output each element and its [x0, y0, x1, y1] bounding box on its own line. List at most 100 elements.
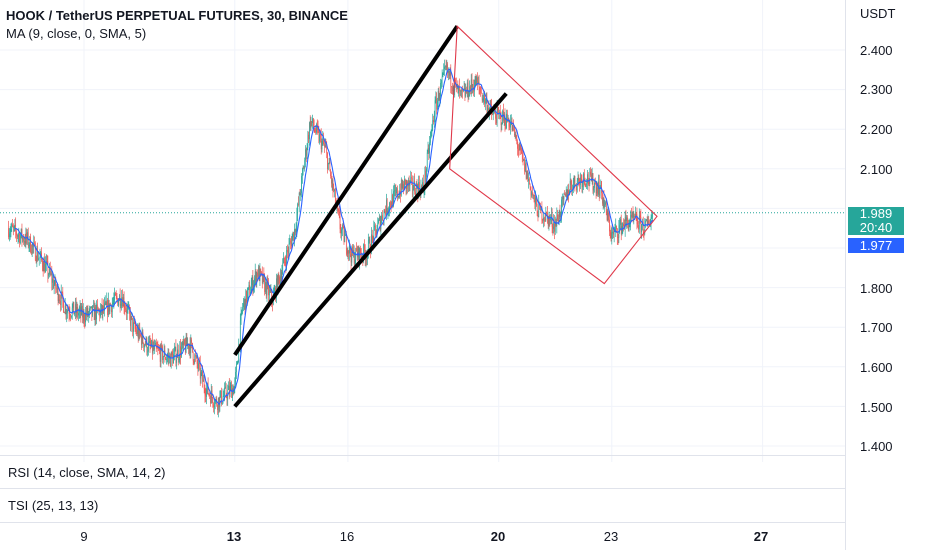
- candle-body: [480, 89, 481, 93]
- candle-body: [323, 144, 325, 146]
- candle-body: [148, 341, 150, 343]
- candle-body: [202, 371, 203, 382]
- candle-body: [628, 223, 630, 230]
- price-axis[interactable]: USDT 2.400 2.300 2.200 2.100 1.800 1.700…: [845, 0, 932, 550]
- candle-body: [262, 274, 264, 284]
- tsi-legend[interactable]: TSI (25, 13, 13): [8, 498, 99, 513]
- candle-body: [349, 245, 350, 254]
- candle-body: [224, 387, 225, 396]
- main-chart-pane[interactable]: HOOK / TetherUS PERPETUAL FUTURES, 30, B…: [0, 0, 845, 462]
- time-label: 13: [226, 529, 242, 544]
- candle-body: [325, 145, 327, 148]
- candle-body: [638, 215, 640, 230]
- ma-legend[interactable]: MA (9, close, 0, SMA, 5): [6, 26, 147, 41]
- candle-body: [517, 148, 519, 150]
- candle-body: [115, 295, 117, 297]
- candle-body: [448, 70, 450, 76]
- candle-body: [117, 298, 119, 306]
- candle-body: [234, 381, 236, 387]
- candle-body: [622, 223, 624, 227]
- candle-body: [147, 351, 148, 353]
- candle-body: [600, 181, 602, 189]
- candle-body: [309, 122, 311, 128]
- candle-body: [89, 308, 90, 313]
- candle-body: [192, 342, 193, 352]
- candle-body: [587, 174, 588, 184]
- candle-body: [477, 81, 479, 83]
- candle-body: [612, 231, 613, 234]
- price-chart[interactable]: [0, 0, 845, 462]
- candle-body: [135, 328, 137, 331]
- candle-body: [344, 235, 346, 243]
- candle-body: [323, 138, 324, 145]
- candle-body: [49, 267, 50, 275]
- candle-body: [430, 130, 432, 137]
- time-label: 16: [339, 529, 355, 544]
- candle-body: [457, 84, 459, 94]
- candle-body: [63, 300, 64, 313]
- candle-body: [456, 84, 458, 85]
- candle-body: [27, 232, 28, 240]
- candle-body: [93, 305, 94, 307]
- candle-body: [120, 304, 122, 306]
- candle-body: [460, 90, 462, 92]
- symbol-title[interactable]: HOOK / TetherUS PERPETUAL FUTURES, 30, B…: [6, 8, 348, 23]
- candle-body: [413, 180, 415, 190]
- candle-body: [408, 179, 409, 187]
- candle-body: [330, 171, 331, 177]
- candle-body: [558, 219, 559, 223]
- rsi-legend[interactable]: RSI (14, close, SMA, 14, 2): [8, 465, 166, 480]
- candle-body: [171, 352, 173, 355]
- candle-body: [526, 171, 528, 179]
- candle-body: [560, 215, 562, 218]
- candle-body: [210, 390, 212, 404]
- candle-body: [261, 272, 263, 284]
- candle-body: [283, 257, 285, 262]
- candle-body: [37, 249, 39, 260]
- candle-body: [142, 332, 144, 343]
- candle-body: [557, 214, 558, 220]
- drawings: [233, 24, 658, 408]
- candle-body: [594, 182, 596, 184]
- candle-body: [455, 79, 456, 84]
- candle-body: [150, 345, 152, 347]
- candle-body: [186, 337, 188, 346]
- candle-body: [492, 112, 494, 116]
- candle-body: [366, 256, 368, 260]
- candle-body: [444, 66, 445, 69]
- candle-body: [196, 356, 198, 364]
- candle-body: [508, 120, 510, 127]
- candle-body: [205, 395, 207, 397]
- candle-body: [594, 182, 595, 188]
- candle-body: [347, 250, 349, 254]
- candle-body: [374, 225, 375, 228]
- candle-body: [40, 252, 42, 257]
- time-axis[interactable]: 9 13 16 20 23 27: [0, 522, 845, 551]
- candle-body: [463, 88, 465, 90]
- candle-body: [299, 192, 301, 196]
- candle-body: [175, 347, 177, 363]
- candle-body: [162, 356, 164, 360]
- candle-body: [427, 148, 429, 153]
- candle-body: [89, 307, 91, 309]
- candle-body: [452, 87, 453, 91]
- candle-body: [554, 221, 555, 232]
- candle-body: [433, 120, 434, 123]
- price-label: 2.200: [860, 122, 893, 137]
- candle-body: [286, 250, 287, 267]
- candle-body: [492, 112, 493, 116]
- ma-value-tag: 1.977: [848, 238, 904, 253]
- candle-body: [130, 316, 132, 326]
- candle-body: [312, 118, 313, 124]
- candle-body: [215, 398, 217, 401]
- rsi-pane[interactable]: RSI (14, close, SMA, 14, 2): [0, 455, 845, 489]
- candle-body: [161, 345, 163, 347]
- tsi-pane[interactable]: TSI (25, 13, 13): [0, 488, 845, 522]
- candle-body: [360, 248, 361, 255]
- candle-body: [107, 300, 109, 315]
- candle-body: [316, 124, 317, 133]
- candle-body: [166, 356, 168, 359]
- candle-body: [138, 327, 140, 339]
- candle-body: [276, 278, 278, 293]
- candle-body: [611, 233, 613, 239]
